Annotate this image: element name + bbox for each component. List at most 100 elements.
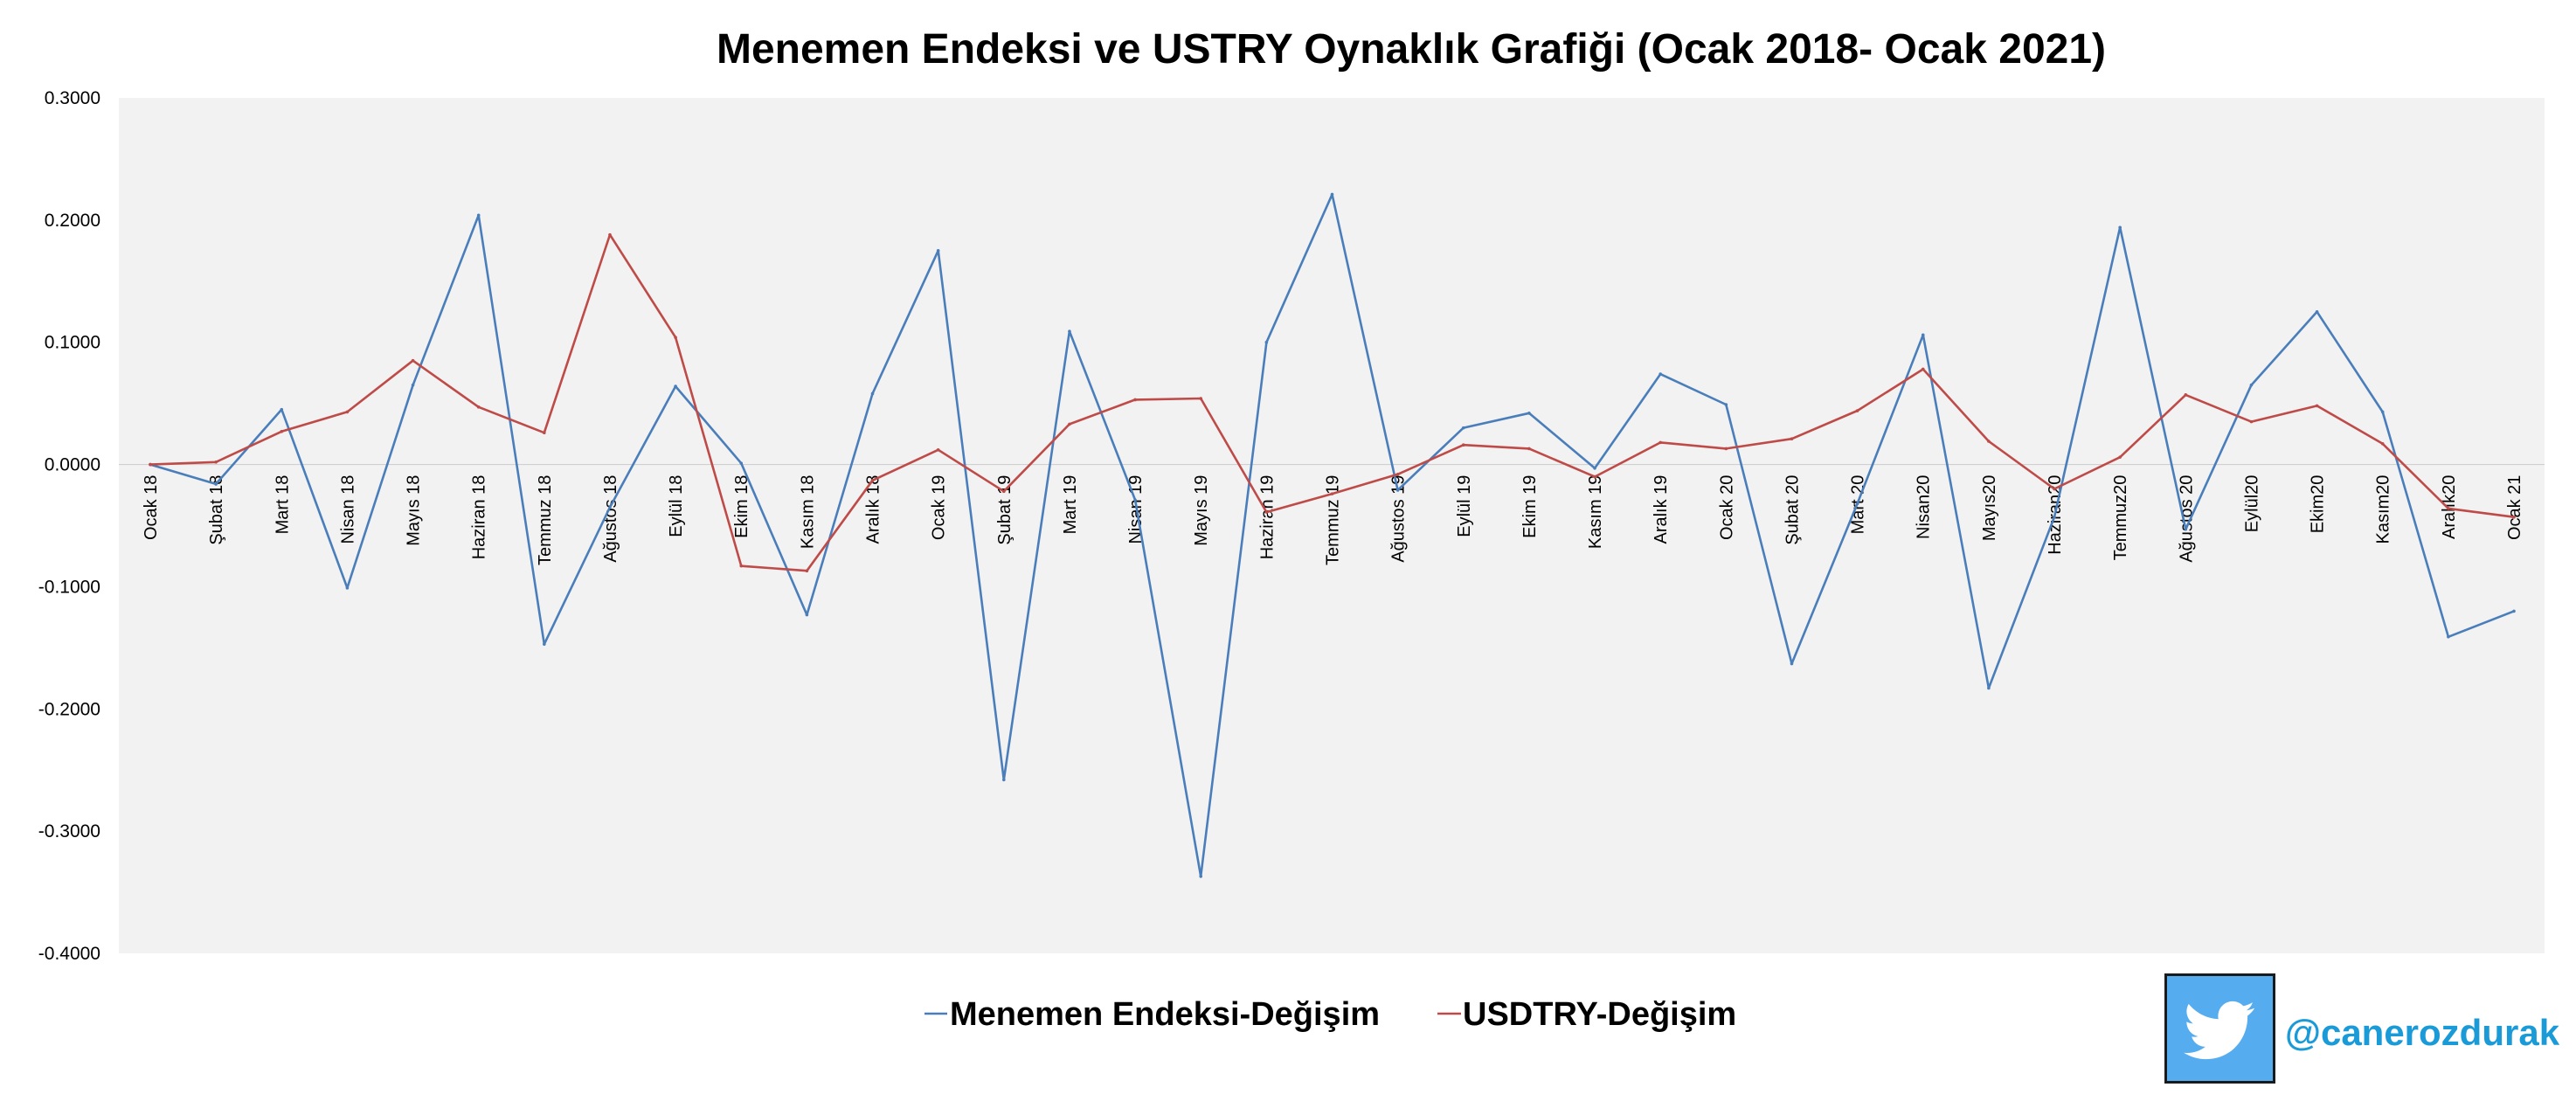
data-point-menemen xyxy=(1199,875,1203,878)
data-point-menemen xyxy=(870,391,875,396)
data-point-usdtry xyxy=(1527,447,1531,451)
data-point-usdtry xyxy=(149,462,152,467)
data-point-usdtry xyxy=(543,431,546,435)
x-tick-label: Haziran 18 xyxy=(470,475,489,560)
x-tick-label: Eylül 19 xyxy=(1455,475,1474,537)
data-point-menemen xyxy=(674,384,677,388)
y-tick-label: -0.1000 xyxy=(38,577,100,597)
x-tick-label: Ocak 19 xyxy=(930,475,949,540)
data-point-usdtry xyxy=(674,336,677,339)
x-tick-label: Aralık 19 xyxy=(1652,475,1671,544)
data-point-usdtry xyxy=(1395,472,1400,476)
data-point-usdtry xyxy=(1264,510,1269,514)
data-point-menemen xyxy=(2249,383,2254,387)
x-tick-label: Temmuz20 xyxy=(2111,475,2130,561)
data-point-usdtry xyxy=(214,460,218,464)
x-tick-label: Kasım20 xyxy=(2374,475,2393,544)
data-point-menemen xyxy=(1724,403,1728,406)
data-point-usdtry xyxy=(1658,440,1662,445)
x-tick-label: Aralık20 xyxy=(2440,475,2459,539)
data-point-menemen xyxy=(2447,634,2450,639)
x-tick-label: Mayıs20 xyxy=(1980,475,1999,542)
x-tick-label: Nisan20 xyxy=(1915,475,1934,539)
data-point-menemen xyxy=(1790,661,1794,666)
x-tick-label: Mayıs 18 xyxy=(405,475,424,546)
data-point-menemen xyxy=(2512,609,2516,613)
data-point-menemen xyxy=(476,213,481,218)
data-point-menemen xyxy=(936,249,940,253)
x-tick-label: Ağustos 19 xyxy=(1389,475,1409,563)
data-point-menemen xyxy=(805,613,809,617)
watermark: @canerozdurak xyxy=(2164,973,2560,1084)
data-point-menemen xyxy=(2053,515,2056,519)
y-tick-label: 0.3000 xyxy=(45,88,100,108)
data-point-menemen xyxy=(2118,225,2122,230)
data-point-usdtry xyxy=(2512,515,2516,519)
x-tick-label: Ağustos 20 xyxy=(2177,475,2196,563)
data-point-usdtry xyxy=(345,410,350,414)
x-tick-label: Temmuz 19 xyxy=(1324,475,1343,565)
data-point-menemen xyxy=(1133,498,1137,502)
data-point-usdtry xyxy=(936,447,940,452)
data-point-menemen xyxy=(543,642,546,646)
x-tick-label: Kasım 18 xyxy=(798,475,817,549)
data-point-usdtry xyxy=(2118,455,2122,459)
x-tick-label: Şubat 19 xyxy=(995,475,1014,545)
data-point-usdtry xyxy=(1199,397,1203,400)
x-tick-label: Ekim 19 xyxy=(1520,475,1540,538)
legend: Menemen Endeksi-Değişim USDTRY-Değişim xyxy=(924,996,1736,1033)
legend-label-menemen: Menemen Endeksi-Değişim xyxy=(950,996,1380,1033)
y-tick-label: -0.3000 xyxy=(38,821,100,841)
twitter-bird-icon xyxy=(2183,1001,2255,1060)
data-point-usdtry xyxy=(1724,447,1728,451)
data-point-usdtry xyxy=(805,569,809,573)
x-tick-label: Şubat 20 xyxy=(1783,475,1802,545)
data-point-menemen xyxy=(2315,309,2319,314)
axis-layer: 0.3000 0.2000 0.1000 0.0000 -0.1000 -0.2000 -0… xyxy=(38,88,2545,964)
data-point-usdtry xyxy=(1593,474,1596,479)
x-tick-label: Ocak 20 xyxy=(1717,475,1736,540)
x-tick-label: Haziran 19 xyxy=(1257,475,1277,560)
x-tick-label: Nisan 18 xyxy=(338,475,357,544)
data-point-usdtry xyxy=(476,405,481,409)
x-tick-label: Mart 19 xyxy=(1061,475,1080,535)
data-point-menemen xyxy=(1987,686,1991,690)
x-tick-label: Mart 18 xyxy=(273,475,292,535)
data-point-menemen xyxy=(1330,192,1334,197)
x-tick-label: Kasım 19 xyxy=(1586,475,1605,549)
y-tick-label: -0.2000 xyxy=(38,699,100,719)
x-tick-label: Ocak 21 xyxy=(2505,475,2524,540)
data-point-usdtry xyxy=(1002,489,1006,494)
twitter-handle: @canerozdurak xyxy=(2285,1012,2560,1053)
data-point-menemen xyxy=(739,461,744,465)
x-tick-label: Mayıs 19 xyxy=(1192,475,1211,546)
y-tick-label: 0.0000 xyxy=(45,455,100,475)
data-point-menemen xyxy=(411,383,415,387)
data-point-usdtry xyxy=(739,564,744,568)
data-point-usdtry xyxy=(2053,487,2056,491)
data-point-usdtry xyxy=(2380,441,2385,446)
data-point-menemen xyxy=(608,505,612,509)
data-point-usdtry xyxy=(1133,398,1137,402)
data-point-usdtry xyxy=(608,232,612,237)
data-point-menemen xyxy=(1002,778,1006,782)
data-point-usdtry xyxy=(1855,409,1859,412)
data-point-usdtry xyxy=(2447,507,2450,510)
data-point-menemen xyxy=(1264,340,1269,344)
data-point-menemen xyxy=(280,407,284,412)
data-point-menemen xyxy=(1068,329,1071,333)
data-point-menemen xyxy=(1658,372,1662,376)
data-point-menemen xyxy=(1593,466,1596,470)
data-point-usdtry xyxy=(1987,440,1991,443)
x-tick-label: Şubat 18 xyxy=(207,475,226,545)
data-point-usdtry xyxy=(1068,422,1071,426)
data-point-menemen xyxy=(345,586,350,590)
data-point-usdtry xyxy=(411,358,415,363)
x-tick-label: Eylül20 xyxy=(2242,475,2261,533)
data-point-menemen xyxy=(1527,412,1531,415)
data-point-usdtry xyxy=(2249,419,2254,424)
x-tick-label: Ocak 18 xyxy=(142,475,161,540)
data-point-usdtry xyxy=(1921,367,1925,371)
data-point-menemen xyxy=(2380,410,2385,414)
